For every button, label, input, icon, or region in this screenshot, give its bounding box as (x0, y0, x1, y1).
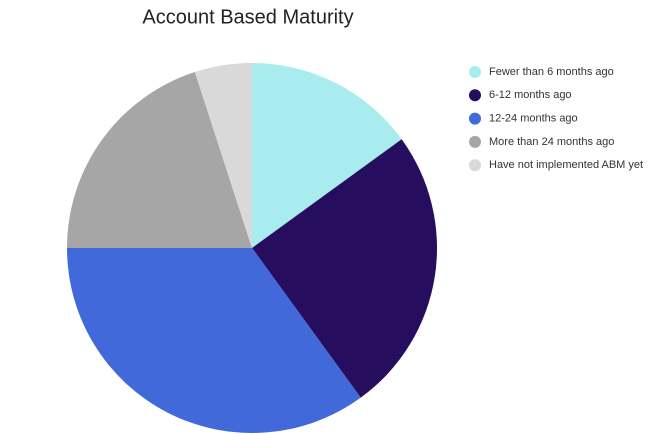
legend-label: Fewer than 6 months ago (489, 66, 614, 78)
legend-marker (469, 159, 481, 172)
legend-label: Have not implemented ABM yet (489, 159, 643, 171)
pie-slice (252, 63, 402, 248)
legend-marker (469, 66, 481, 78)
legend-marker (469, 89, 481, 102)
legend-label: 12-24 months ago (489, 113, 578, 125)
pie-slice (252, 139, 437, 398)
chart-title: Account Based Maturity (142, 6, 353, 28)
legend-marker (469, 112, 481, 125)
legend-marker (469, 135, 481, 148)
pie-slice (194, 63, 252, 248)
pie-slice (67, 72, 252, 249)
pie-slice (67, 248, 361, 433)
legend-label: 6-12 months ago (489, 89, 572, 101)
legend-label: More than 24 months ago (489, 136, 614, 148)
